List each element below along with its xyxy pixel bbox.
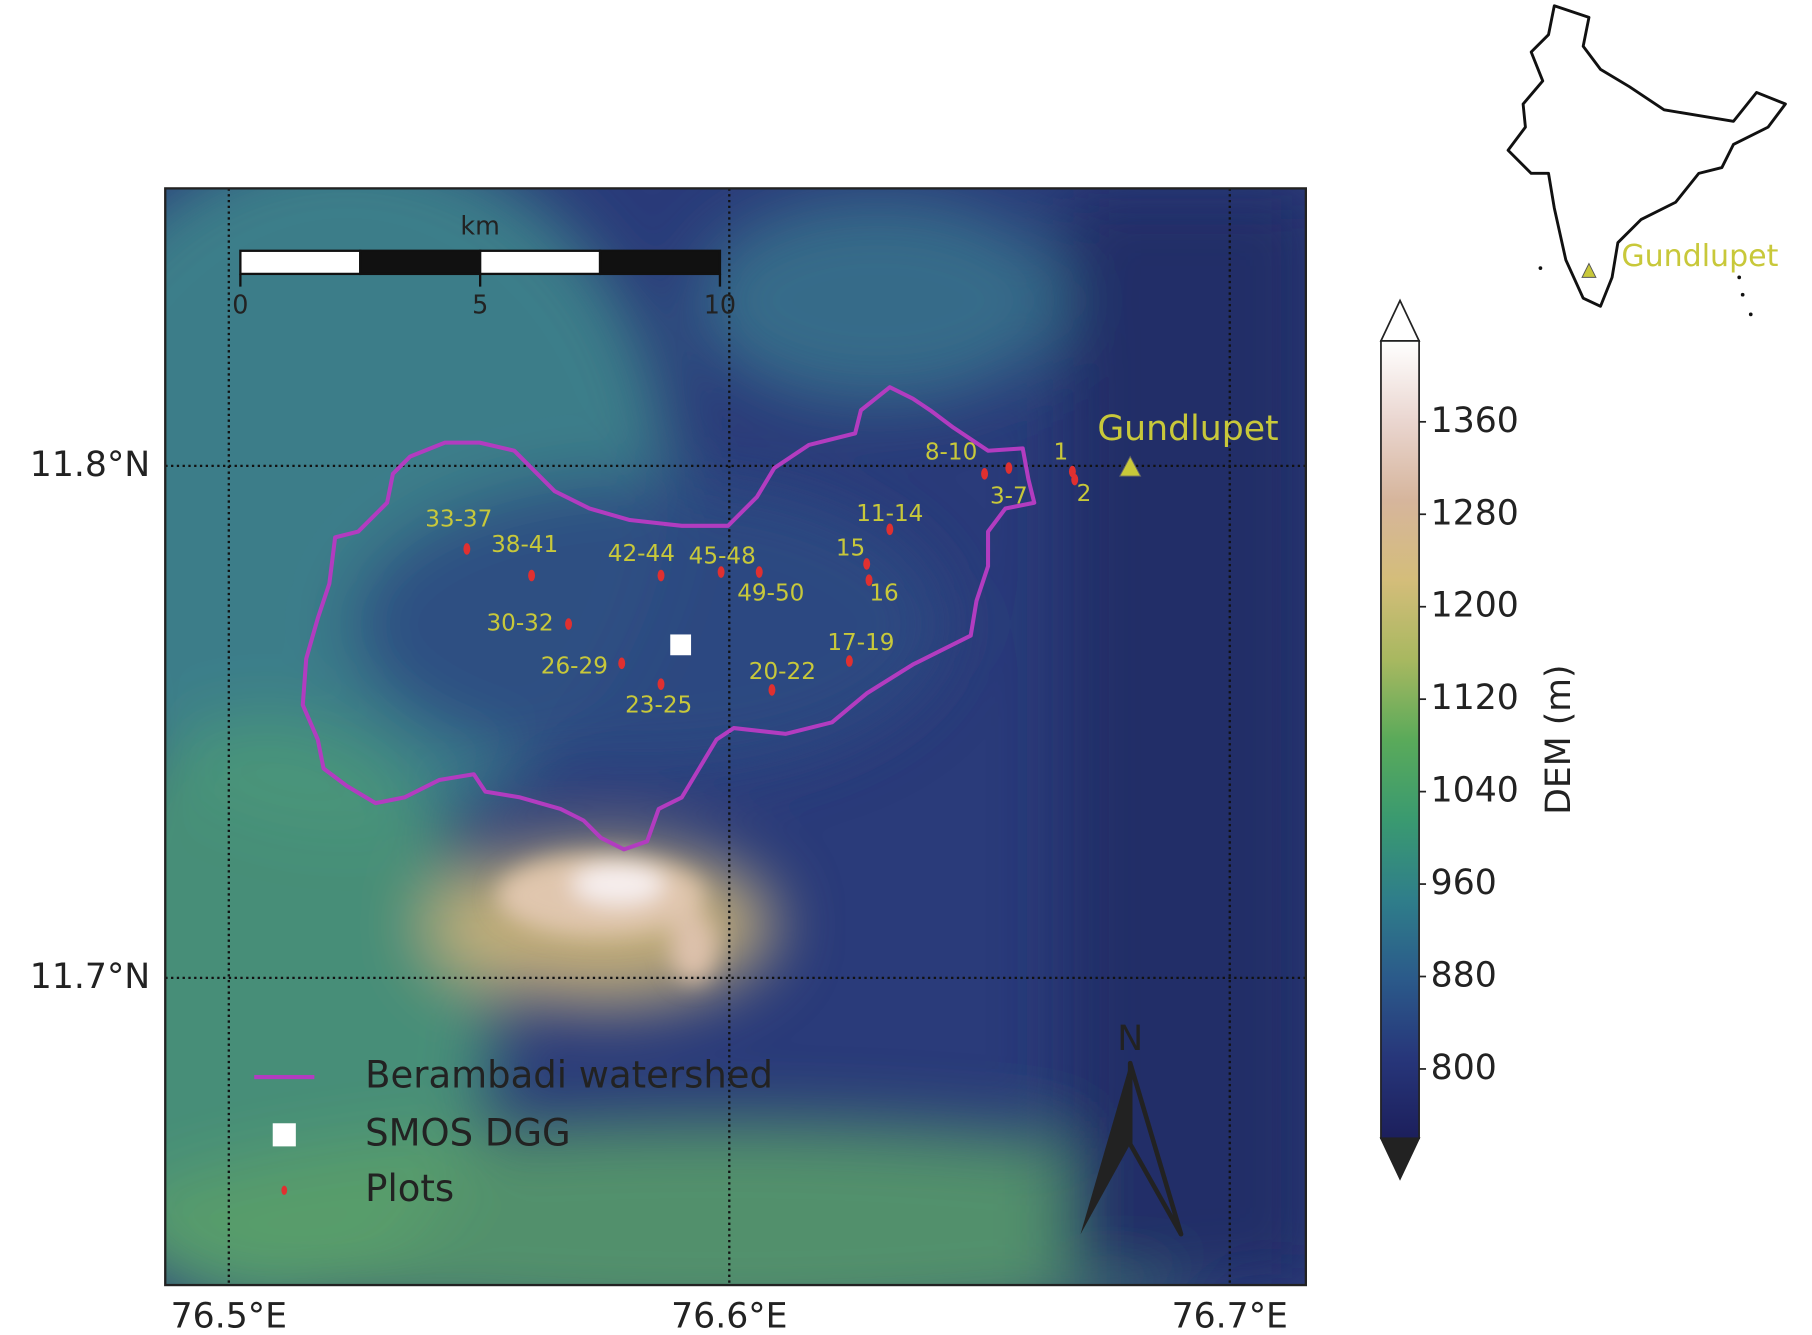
island	[1538, 266, 1543, 270]
colorbar-tick-label: 1280	[1431, 493, 1519, 533]
colorbar-tick-label: 880	[1431, 956, 1497, 996]
town-label: Gundlupet	[1097, 409, 1278, 449]
plot-label: 49-50	[737, 581, 804, 607]
map-frame	[164, 187, 1307, 1287]
colorbar-tick-label: 960	[1431, 863, 1497, 903]
colorbar-extend-low	[1379, 1137, 1421, 1181]
plot-marker	[863, 558, 871, 570]
colorbar-tick-label: 1360	[1431, 401, 1519, 441]
scale-bar-label: 0	[232, 289, 248, 319]
plot-marker	[463, 543, 471, 555]
colorbar-tick-label: 1040	[1431, 771, 1519, 811]
plot-marker	[657, 678, 665, 690]
colorbar-tick-label: 1200	[1431, 586, 1519, 626]
plot-label: 33-37	[425, 507, 492, 533]
scale-bar-segment	[479, 249, 602, 276]
plot-marker	[565, 618, 573, 630]
colorbar: 800 880 960 1040 1120 1200 1280 1360 DEM (m)	[1379, 298, 1579, 1181]
colorbar-gradient	[1380, 340, 1420, 1140]
island	[1740, 292, 1745, 297]
colorbar-tick-label: 1120	[1431, 678, 1519, 718]
legend-label: SMOS DGG	[365, 1111, 570, 1154]
x-tick-label: 76.6°E	[671, 1296, 787, 1335]
y-tick-label: 11.7°N	[30, 957, 150, 997]
north-label: N	[1117, 1019, 1143, 1059]
scale-bar-label: 10	[704, 289, 736, 319]
island	[1748, 312, 1753, 317]
plot-label: 38-41	[491, 532, 558, 558]
plot-label: 15	[836, 535, 865, 561]
plot-label: 45-48	[689, 544, 756, 570]
plot-label: 11-14	[856, 501, 923, 527]
colorbar-tick-label: 800	[1431, 1048, 1497, 1088]
scale-bar-segment	[359, 249, 482, 276]
plot-label: 1	[1054, 440, 1069, 466]
scale-bar-label: 5	[472, 289, 488, 319]
plot-marker	[528, 569, 536, 582]
plot-label: 30-32	[486, 611, 553, 637]
legend-label: Plots	[365, 1167, 454, 1210]
island	[1737, 275, 1742, 280]
legend-label: Berambadi watershed	[365, 1054, 773, 1097]
north-arrow-right	[1127, 1060, 1184, 1237]
plot-marker	[717, 566, 725, 578]
legend-symbol	[272, 1123, 296, 1147]
scale-bar-segment	[239, 249, 362, 276]
x-tick-label: 76.5°E	[171, 1296, 287, 1335]
inset-town-label: Gundlupet	[1621, 239, 1778, 274]
plot-marker	[865, 574, 873, 586]
plot-marker	[886, 523, 894, 536]
plot-label: 3-7	[990, 483, 1028, 509]
scale-bar-unit: km	[460, 211, 499, 241]
legend-symbol	[281, 1185, 288, 1195]
inset-town-marker	[1581, 262, 1597, 278]
watershed-boundary	[300, 385, 1037, 852]
plot-marker	[618, 657, 626, 670]
plot-marker	[1005, 462, 1013, 474]
plot-marker	[1071, 473, 1079, 486]
plot-label: 8-10	[925, 440, 977, 466]
plot-marker	[657, 569, 665, 582]
plot-marker	[755, 566, 763, 578]
plot-marker	[768, 684, 776, 696]
india-outline	[1506, 4, 1787, 308]
plot-label: 20-22	[749, 659, 816, 685]
plot-label: 42-44	[608, 541, 675, 567]
colorbar-label: DEM (m)	[1539, 664, 1579, 814]
town-marker	[1119, 455, 1142, 477]
plot-label: 26-29	[541, 653, 608, 679]
plot-label: 23-25	[625, 693, 692, 719]
colorbar-extend-high	[1379, 298, 1421, 342]
plot-label: 2	[1077, 481, 1092, 507]
plot-label: 16	[869, 581, 898, 607]
y-tick-label: 11.8°N	[30, 445, 150, 485]
inset-map	[1506, 4, 1787, 317]
plot-marker	[981, 468, 989, 480]
scale-bar-segment	[598, 249, 722, 276]
dem-background	[165, 188, 1306, 1286]
smos-dgg	[670, 634, 692, 656]
x-tick-label: 76.7°E	[1172, 1296, 1288, 1335]
plot-marker	[845, 655, 853, 667]
plot-label: 17-19	[827, 630, 894, 656]
grid	[165, 188, 1306, 1286]
